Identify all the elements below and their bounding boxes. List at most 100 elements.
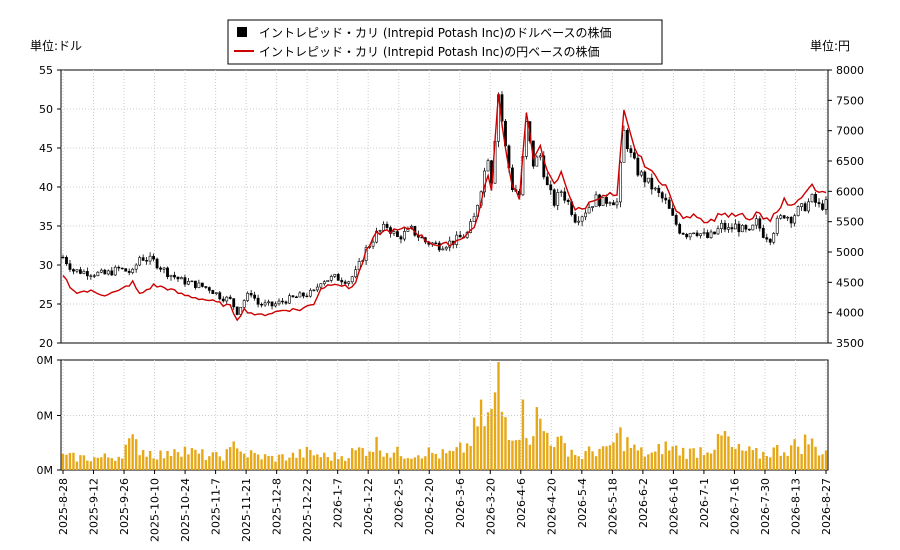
x-tick-label: 2026-2-20 [423, 478, 436, 535]
candle [253, 291, 257, 301]
x-tick-label: 2025-10-10 [149, 478, 162, 542]
candle-body [619, 161, 622, 203]
candle-body [779, 215, 783, 219]
volume-bar [371, 451, 375, 470]
volume-bar [500, 411, 504, 470]
candle [559, 189, 563, 197]
candle-body [549, 184, 553, 191]
candle-body [685, 233, 689, 238]
volume-bar [674, 445, 678, 470]
x-tick-label: 2026-5-18 [606, 478, 619, 535]
volume-bar [134, 439, 138, 470]
candle [183, 274, 187, 287]
candle-body [329, 276, 333, 281]
candle-body [598, 194, 601, 206]
candle-body [720, 222, 723, 229]
volume-bar [420, 458, 424, 470]
candle-body [744, 225, 748, 230]
candle-body [824, 199, 828, 210]
candle-body [396, 231, 399, 237]
candle [796, 205, 800, 217]
candle [695, 230, 699, 238]
candle [301, 292, 305, 299]
volume-bar [776, 444, 779, 470]
volume-bar [556, 436, 559, 470]
candle [235, 306, 239, 316]
candle [329, 274, 333, 283]
candle [723, 220, 727, 233]
candle-body [566, 199, 570, 202]
candle-body [127, 270, 131, 273]
candle [288, 293, 291, 304]
volume-bar [201, 449, 204, 470]
volume-bar [706, 452, 709, 470]
candle [336, 272, 340, 281]
candle-body [162, 267, 166, 270]
candle-body [152, 255, 155, 260]
candle-body [249, 293, 253, 296]
volume-bar [316, 454, 319, 470]
volume-bar [410, 458, 413, 470]
candle-body [225, 296, 229, 302]
candle-body [538, 155, 542, 158]
candle [751, 224, 755, 231]
candle-body [775, 217, 779, 234]
candle-body [173, 274, 176, 278]
candle-body [336, 274, 340, 281]
candle [371, 237, 375, 250]
candle [232, 298, 236, 310]
volume-bar [309, 449, 312, 470]
candle [626, 128, 629, 152]
volume-bar [560, 435, 563, 470]
legend-swatch-usd [237, 27, 247, 37]
usd-candlestick-series [61, 91, 828, 317]
candle [99, 268, 103, 274]
volume-bar [671, 446, 674, 470]
candle-body [350, 276, 354, 283]
candle-body [629, 148, 633, 153]
candle [768, 238, 772, 246]
candle [692, 232, 696, 235]
volume-bar [521, 399, 525, 470]
candle [664, 193, 668, 204]
candle [187, 277, 190, 286]
candle [350, 275, 354, 285]
volume-bar [643, 456, 647, 470]
left-tick-label: 40 [39, 181, 53, 194]
x-tick-label: 2026-8-13 [789, 478, 802, 535]
candle-body [573, 214, 577, 223]
volume-bar [465, 443, 469, 470]
volume-bar [176, 452, 180, 470]
candle-body [754, 218, 758, 226]
x-axis-ticks: 2025-8-28 2025-9-12 2025-9-26 2025-10-10 202… [57, 470, 833, 542]
candle-body [758, 218, 762, 229]
candle-body [85, 271, 89, 277]
volume-bar [330, 460, 333, 470]
candle [211, 289, 215, 294]
volume-bar [431, 452, 434, 470]
volume-bar [730, 446, 734, 470]
right-tick-label: 4500 [836, 276, 864, 289]
volume-bar [277, 454, 281, 470]
candle [772, 231, 776, 245]
candle-body [699, 233, 702, 236]
candle [685, 232, 689, 240]
volume-bar [772, 447, 775, 470]
candle [775, 215, 779, 237]
candle-body [632, 152, 636, 159]
volume-bar [148, 450, 152, 470]
candle [343, 279, 347, 285]
left-unit-label: 単位:ドル [30, 38, 82, 53]
volume-bar [445, 453, 448, 470]
volume-bar [417, 455, 420, 470]
volume-bar [525, 438, 528, 470]
candle [134, 263, 138, 273]
candle-body [79, 269, 82, 274]
candle-body [674, 215, 678, 225]
volume-bar [326, 457, 329, 470]
volume-bar [229, 447, 232, 470]
candle [810, 193, 814, 203]
left-tick-label: 55 [39, 64, 53, 77]
right-tick-label: 3500 [836, 337, 864, 350]
candle [650, 173, 654, 195]
